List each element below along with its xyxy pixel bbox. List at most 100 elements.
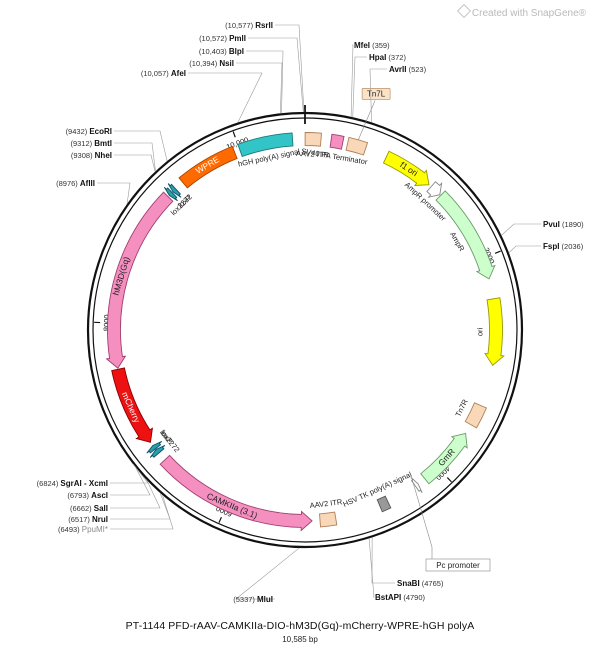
restriction-sites: (10,577) RsrII(10,572) PmlI(10,403) BlpI… [37, 21, 585, 604]
site-label: (10,403) BlpI [199, 47, 244, 56]
feature-tn7r [464, 402, 488, 429]
feature-ampr-promoter [426, 181, 443, 198]
feature-label-tn7r: Tn7R [454, 397, 470, 418]
site-name: SalI [94, 504, 108, 513]
site-position: (10,057) [141, 69, 171, 78]
feature-label-ori: ori [475, 327, 484, 336]
site-leader-line [114, 154, 156, 172]
site-label: (8976) AflII [56, 179, 95, 188]
site-name: PvuI [543, 220, 560, 229]
site-label: (10,577) RsrII [225, 21, 273, 30]
tick-mark [494, 250, 501, 254]
site-position: (8976) [56, 179, 80, 188]
site-name: EcoRI [89, 127, 112, 136]
site-label: AvrII (523) [389, 65, 427, 74]
feature-camkiia-3-1 [159, 454, 313, 532]
site-label: (10,057) AfeI [141, 69, 186, 78]
feature-label-tn7l: Tn7L [367, 89, 386, 98]
backbone-outer-circle [86, 111, 524, 549]
site-name: MluI [257, 595, 273, 604]
site-position: (10,577) [225, 21, 255, 30]
site-name: NruI [92, 515, 108, 524]
feature-pc-promoter [410, 476, 423, 493]
site-name: AflII [80, 179, 95, 188]
site-leader-line [110, 492, 171, 520]
site-label: HpaI (372) [369, 53, 406, 62]
site-position: (6517) [68, 515, 92, 524]
feature-label-box [361, 88, 391, 100]
site-position: (10,403) [199, 47, 229, 56]
site-leader-line [235, 547, 300, 600]
feature-leader-line [411, 477, 433, 561]
feature-wpre [178, 145, 238, 189]
feature-leader-line [358, 100, 376, 140]
map-title: PT-1144 PFD-rAAV-CAMKIIa-DIO-hM3D(Gq)-mC… [125, 620, 475, 632]
feature-lox2272 [163, 186, 178, 202]
site-name: AscI [91, 491, 108, 500]
site-position: (4765) [420, 579, 444, 588]
feature-hsv-tk-poly-a-signal [376, 495, 392, 513]
site-leader-line [248, 37, 304, 113]
site-position: (5337) [233, 595, 257, 604]
site-leader-line [352, 56, 367, 118]
feature-mcherry [111, 367, 153, 443]
site-position: (2036) [559, 242, 583, 251]
site-leader-line [371, 537, 395, 584]
site-name: AvrII [389, 65, 407, 74]
site-label: (5337) MluI [233, 595, 273, 604]
feature-label-hsv-tk-poly-a-signal: HSV TK poly(A) signal [342, 470, 414, 509]
site-position: (6824) [37, 479, 61, 488]
feature-label-box [425, 558, 491, 572]
site-name: FspI [543, 242, 559, 251]
site-label: (9308) NheI [71, 151, 112, 160]
site-name: SgrAI - XcmI [60, 479, 108, 488]
site-leader-line [114, 142, 156, 172]
map-length: 10,585 bp [282, 635, 318, 644]
site-label: (6662) SalI [70, 504, 108, 513]
snapgene-watermark: Created with SnapGene® [456, 3, 586, 19]
feature-sv40-pa-terminator [329, 133, 345, 150]
site-leader-line [350, 44, 354, 117]
tick-mark [446, 477, 452, 483]
site-position: (6662) [70, 504, 94, 513]
site-leader-line [110, 479, 161, 509]
plasmid-backbone [86, 105, 524, 549]
feature-hm3d-gq [105, 191, 174, 369]
site-position: (372) [386, 53, 406, 62]
feature-aav2-itr [319, 511, 338, 528]
site-label: MfeI (359) [354, 41, 390, 50]
site-name: PmlI [229, 34, 246, 43]
feature-label-camkiia-3-1: CAMKIIa (3.1) [205, 491, 259, 521]
site-leader-line [246, 50, 284, 114]
site-label: (9432) EcoRI [66, 127, 112, 136]
feature-tn7l [345, 136, 369, 156]
feature-label-pc-promoter: Pc promoter [436, 561, 480, 570]
site-label: (6824) SgrAI - XcmI [37, 479, 108, 488]
site-name: BstAPI [375, 593, 401, 602]
site-name: BlpI [229, 47, 244, 56]
site-position: (1890) [560, 220, 584, 229]
site-leader-line [501, 223, 541, 236]
site-position: (10,572) [199, 34, 229, 43]
feature-lox2272 [149, 444, 166, 458]
site-leader-line [110, 494, 174, 530]
site-leader-line [369, 68, 387, 123]
tick-mark [218, 516, 222, 523]
site-name: RsrII [255, 21, 273, 30]
site-name: BmtI [94, 139, 112, 148]
tick-mark [232, 131, 236, 138]
site-label: FspI (2036) [543, 242, 584, 251]
site-name: SnaBI [397, 579, 420, 588]
site-label: (6517) NruI [68, 515, 108, 524]
site-label: SnaBI (4765) [397, 579, 444, 588]
backbone-inner-circle [92, 117, 518, 543]
site-leader-line [508, 245, 541, 253]
site-leader-line [110, 466, 151, 496]
site-label: (9312) BmtI [70, 139, 112, 148]
site-position: (9432) [66, 127, 90, 136]
feature-loxp [146, 441, 163, 454]
feature-hgh-poly-a-signal [237, 132, 294, 158]
site-leader-line [275, 24, 305, 113]
